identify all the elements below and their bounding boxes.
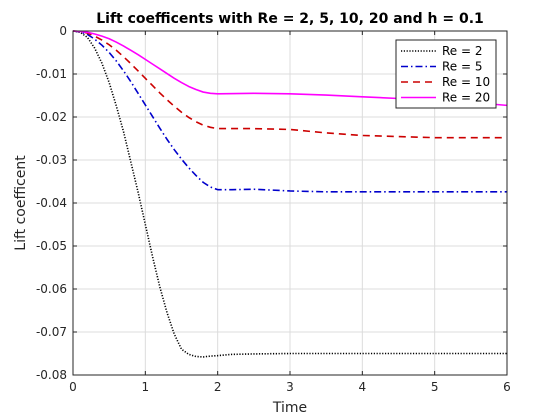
y-tick-label: -0.06 — [36, 282, 67, 296]
y-axis-label: Lift coefficent — [13, 155, 29, 251]
legend-label: Re = 20 — [442, 91, 490, 105]
x-tick-label: 0 — [69, 380, 77, 394]
x-tick-label: 1 — [142, 380, 150, 394]
y-tick-label: -0.02 — [36, 110, 67, 124]
legend: Re = 2 Re = 5Re = 10 Re = 20 — [395, 39, 497, 109]
chart-title: Lift coefficents with Re = 2, 5, 10, 20 … — [96, 11, 484, 27]
series-line-4 — [72, 30, 508, 107]
legend-label: Re = 10 — [442, 75, 490, 89]
axis-ticks: 0 1 2 3 4 5 6 0 -0.01 -0.02 -0.03 -0.04 -0.05 -0.06 -0… — [36, 24, 511, 394]
x-axis-label: Time — [272, 400, 307, 416]
x-tick-label: 6 — [503, 380, 511, 394]
x-tick-label: 2 — [214, 380, 222, 394]
y-tick-label: -0.07 — [36, 325, 67, 339]
y-tick-label: -0.03 — [36, 153, 67, 167]
x-tick-label: 4 — [359, 380, 367, 394]
x-tick-label: 5 — [431, 380, 439, 394]
y-tick-label: -0.08 — [36, 368, 67, 382]
x-tick-label: 3 — [286, 380, 294, 394]
legend-label: Re = 2 — [442, 44, 483, 58]
series-lines — [72, 30, 508, 358]
y-tick-label: -0.05 — [36, 239, 67, 253]
y-tick-label: -0.04 — [36, 196, 67, 210]
y-tick-label: 0 — [59, 24, 67, 38]
legend-label: Re = 5 — [442, 60, 483, 74]
y-tick-label: -0.01 — [36, 67, 67, 81]
